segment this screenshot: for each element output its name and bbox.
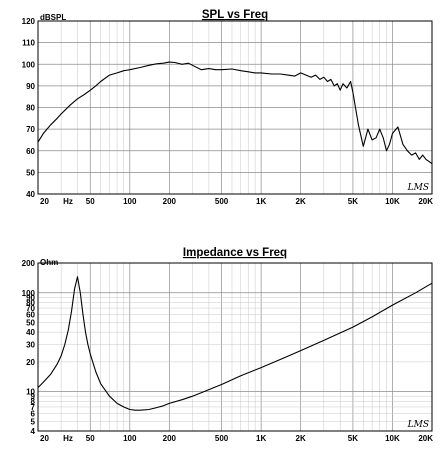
y-tick-label: 50 — [26, 168, 35, 177]
y-tick-label: 80 — [26, 298, 35, 307]
y-tick-label: 60 — [26, 147, 35, 156]
x-tick-label: 1K — [256, 434, 266, 443]
x-tick-label: 5K — [348, 197, 358, 206]
y-tick-label: 5 — [31, 417, 36, 426]
x-tick-label: Hz — [63, 434, 73, 443]
chart-title: SPL vs Freq — [202, 9, 268, 21]
x-tick-label: 20 — [40, 434, 49, 443]
y-tick-label: 10 — [26, 388, 35, 397]
y-axis-unit-label: Ohm — [40, 258, 58, 267]
y-tick-label: 50 — [26, 319, 35, 328]
y-tick-label: 90 — [26, 293, 35, 302]
y-tick-label: 30 — [26, 340, 35, 349]
y-tick-label: 6 — [31, 410, 36, 419]
y-tick-label: 70 — [26, 304, 35, 313]
y-tick-label: 8 — [31, 397, 36, 406]
x-tick-label: 100 — [123, 197, 137, 206]
plot-frame — [37, 20, 433, 195]
y-tick-label: 9 — [31, 392, 36, 401]
y-tick-label: 200 — [22, 259, 36, 268]
x-tick-label: 5K — [348, 434, 358, 443]
x-tick-label: 500 — [215, 197, 229, 206]
x-tick-label: 10K — [385, 434, 400, 443]
y-tick-label: 20 — [26, 358, 35, 367]
y-axis-unit-label: dBSPL — [40, 13, 66, 22]
x-tick-label: 20 — [40, 197, 49, 206]
y-tick-label: 40 — [26, 190, 35, 199]
y-tick-label: 80 — [26, 104, 35, 113]
x-tick-label: 500 — [215, 434, 229, 443]
y-tick-label: 110 — [22, 39, 35, 48]
lms-logo: LMS — [407, 420, 429, 430]
impedance-curve — [37, 276, 433, 411]
x-tick-label: 50 — [86, 197, 95, 206]
spl-curve — [37, 61, 433, 165]
impedance-vs-freq-chart: Impedance vs Freq Ohm 20 Hz 50 100 200 500 1K 2K 5… — [22, 247, 434, 443]
lms-logo: LMS — [407, 183, 429, 193]
y-tick-label: 7 — [31, 403, 36, 412]
y-tick-label: 70 — [26, 125, 35, 134]
y-tick-label: 100 — [22, 289, 36, 298]
y-tick-label: 60 — [26, 311, 35, 320]
x-tick-label: 1K — [256, 197, 266, 206]
y-tick-label: 100 — [22, 60, 36, 69]
plot-frame — [37, 262, 433, 432]
chart-title: Impedance vs Freq — [183, 247, 287, 259]
x-tick-label: 100 — [123, 434, 137, 443]
x-tick-label: 200 — [163, 197, 177, 206]
spl-vs-freq-chart: SPL vs Freq dBSPL 20 Hz 50 100 200 500 1K 2K 5K 10K… — [22, 9, 434, 206]
x-tick-label: Hz — [63, 197, 73, 206]
x-tick-label: 10K — [385, 197, 400, 206]
x-tick-label: 2K — [296, 434, 306, 443]
x-tick-label: 2K — [296, 197, 306, 206]
y-tick-label: 40 — [26, 328, 35, 337]
y-tick-label: 90 — [26, 82, 35, 91]
x-tick-label: 200 — [163, 434, 177, 443]
x-tick-label: 20K — [418, 434, 433, 443]
x-tick-label: 50 — [86, 434, 95, 443]
y-tick-label: 4 — [31, 427, 36, 436]
x-tick-label: 20K — [418, 197, 433, 206]
y-tick-label: 120 — [22, 17, 36, 26]
